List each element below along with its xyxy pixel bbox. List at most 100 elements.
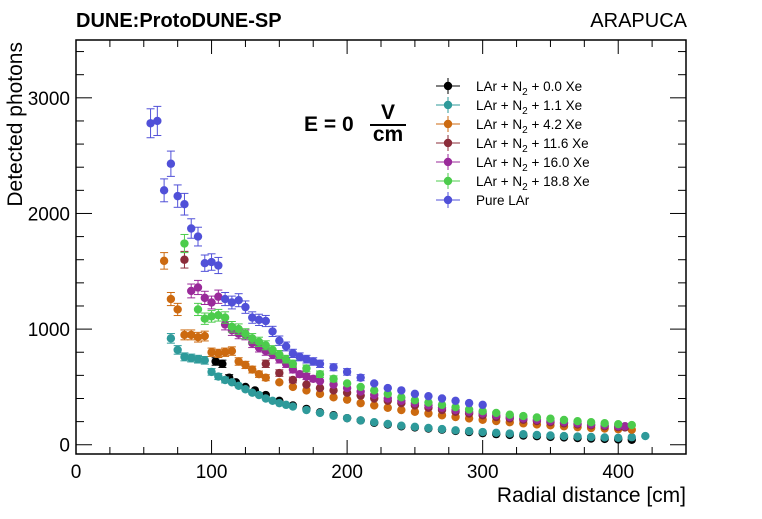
data-point — [166, 159, 176, 168]
data-point — [200, 314, 209, 323]
data-point — [437, 400, 447, 410]
data-point — [627, 433, 636, 442]
data-point — [187, 224, 196, 233]
legend-marker — [443, 81, 453, 91]
data-point — [329, 374, 338, 384]
data-point — [329, 363, 338, 372]
x-tick-label: 100 — [196, 462, 228, 483]
data-point — [600, 433, 609, 442]
series-6 — [146, 105, 487, 410]
data-point — [329, 386, 338, 395]
data-point — [159, 186, 169, 195]
data-series — [146, 105, 650, 444]
legend-marker — [443, 157, 453, 167]
data-point — [261, 316, 270, 326]
data-point — [200, 356, 209, 365]
series-1 — [166, 333, 650, 443]
data-point — [261, 341, 270, 350]
data-point — [614, 419, 623, 429]
data-point — [214, 372, 223, 381]
data-point — [261, 394, 270, 403]
data-point — [478, 407, 487, 416]
data-point — [492, 408, 501, 418]
data-point — [193, 232, 203, 241]
data-point — [315, 383, 325, 393]
data-point — [220, 348, 230, 357]
data-point — [559, 431, 569, 441]
data-point — [505, 410, 514, 419]
data-point — [254, 315, 264, 325]
data-point — [342, 367, 352, 377]
data-point — [573, 416, 582, 426]
data-point — [295, 370, 304, 379]
legend-label: Pure LAr — [476, 193, 530, 208]
y-tick-label: 2000 — [28, 204, 70, 225]
data-point — [159, 256, 169, 266]
data-point — [254, 390, 264, 400]
y-tick-label: 1000 — [28, 320, 70, 341]
data-point — [248, 334, 257, 343]
data-point — [207, 348, 216, 357]
data-point — [180, 330, 189, 340]
data-point — [281, 354, 291, 364]
data-point — [234, 295, 243, 305]
data-point — [207, 298, 216, 307]
data-point — [153, 116, 162, 126]
data-point — [370, 379, 379, 388]
data-point — [193, 354, 203, 364]
data-point — [241, 385, 250, 394]
data-point — [464, 398, 474, 408]
data-point — [275, 398, 284, 408]
legend-label: LAr + N2 + 16.0 Xe — [476, 155, 590, 174]
data-point — [383, 389, 392, 399]
data-point — [193, 333, 203, 342]
data-point — [315, 389, 325, 399]
data-point — [261, 359, 270, 368]
data-point — [302, 372, 311, 381]
data-point — [329, 393, 338, 402]
data-point — [214, 311, 223, 320]
data-point — [166, 334, 176, 343]
data-point — [227, 378, 237, 387]
data-point — [546, 431, 555, 440]
data-point — [546, 414, 555, 423]
data-point — [600, 419, 609, 428]
data-point — [248, 388, 257, 397]
legend-label: LAr + N2 + 18.8 Xe — [476, 174, 590, 193]
data-point — [302, 364, 311, 373]
data-point — [200, 258, 209, 268]
data-point — [193, 283, 203, 292]
data-point — [309, 357, 318, 366]
data-point — [288, 359, 298, 368]
data-point — [451, 426, 460, 435]
data-point — [356, 398, 365, 408]
legend-marker — [443, 138, 453, 148]
data-point — [207, 312, 216, 321]
data-point — [200, 331, 209, 341]
data-point — [166, 294, 176, 304]
data-point — [424, 423, 433, 433]
y-axis-title: Detected photons — [4, 42, 27, 207]
data-point — [241, 302, 250, 312]
data-point — [234, 381, 243, 390]
data-point — [288, 349, 298, 358]
data-point — [302, 386, 311, 395]
data-point — [200, 293, 209, 303]
x-tick-label: 300 — [467, 462, 499, 483]
data-point — [451, 402, 460, 412]
data-point — [211, 357, 220, 366]
data-point — [281, 342, 291, 351]
x-tick-label: 200 — [331, 462, 363, 483]
data-point — [532, 430, 542, 440]
data-point — [254, 370, 264, 379]
legend-label: LAr + N2 + 11.6 Xe — [476, 136, 589, 155]
data-point — [464, 426, 474, 436]
data-point — [248, 313, 257, 322]
data-point — [437, 424, 447, 434]
data-point — [220, 375, 230, 385]
data-point — [187, 353, 196, 363]
y-tick-label: 0 — [59, 436, 70, 457]
data-point — [532, 413, 542, 422]
data-point — [410, 389, 420, 399]
x-tick-labels: 0 100 200 300 400 — [71, 462, 634, 483]
